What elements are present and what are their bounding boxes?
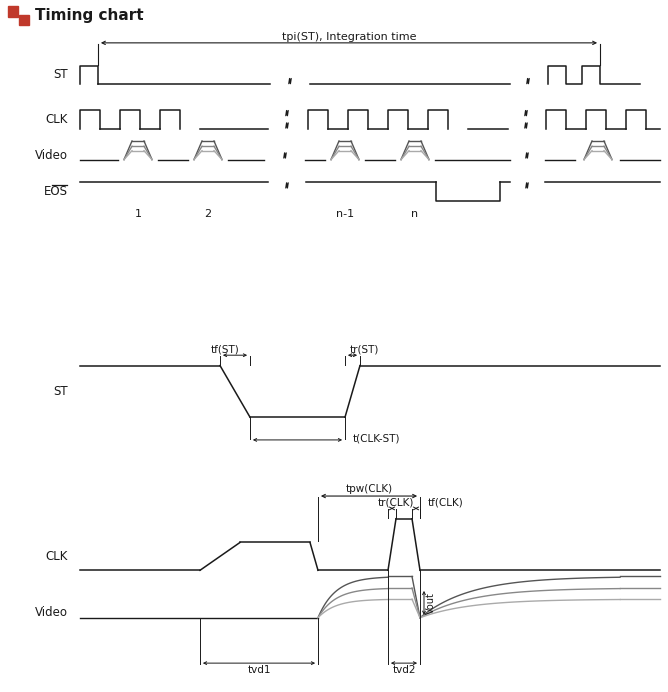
Text: tvd1: tvd1 [247,665,271,675]
Text: Video: Video [35,606,68,619]
Text: tvd2: tvd2 [392,665,415,675]
Text: tf(ST): tf(ST) [210,344,239,354]
Text: 1: 1 [134,209,142,219]
Text: ST: ST [53,385,68,398]
Bar [8,6,18,17]
Text: CLK: CLK [45,113,68,126]
Text: Video: Video [35,149,68,162]
Text: tpi(ST), Integration time: tpi(ST), Integration time [282,32,416,42]
Text: tr(ST): tr(ST) [350,344,379,354]
Text: Vout: Vout [426,592,436,614]
Text: ST: ST [53,69,68,82]
Text: CLK: CLK [45,550,68,563]
Text: n-1: n-1 [336,209,354,219]
Bar [19,15,29,25]
Text: 2: 2 [204,209,212,219]
Text: tpw(CLK): tpw(CLK) [345,484,393,495]
Text: Timing chart: Timing chart [35,8,144,23]
Text: n: n [411,209,419,219]
Text: t(CLK-ST): t(CLK-ST) [353,434,401,444]
Text: tf(CLK): tf(CLK) [428,498,464,507]
Text: EOS: EOS [44,185,68,198]
Text: tr(CLK): tr(CLK) [378,498,414,507]
